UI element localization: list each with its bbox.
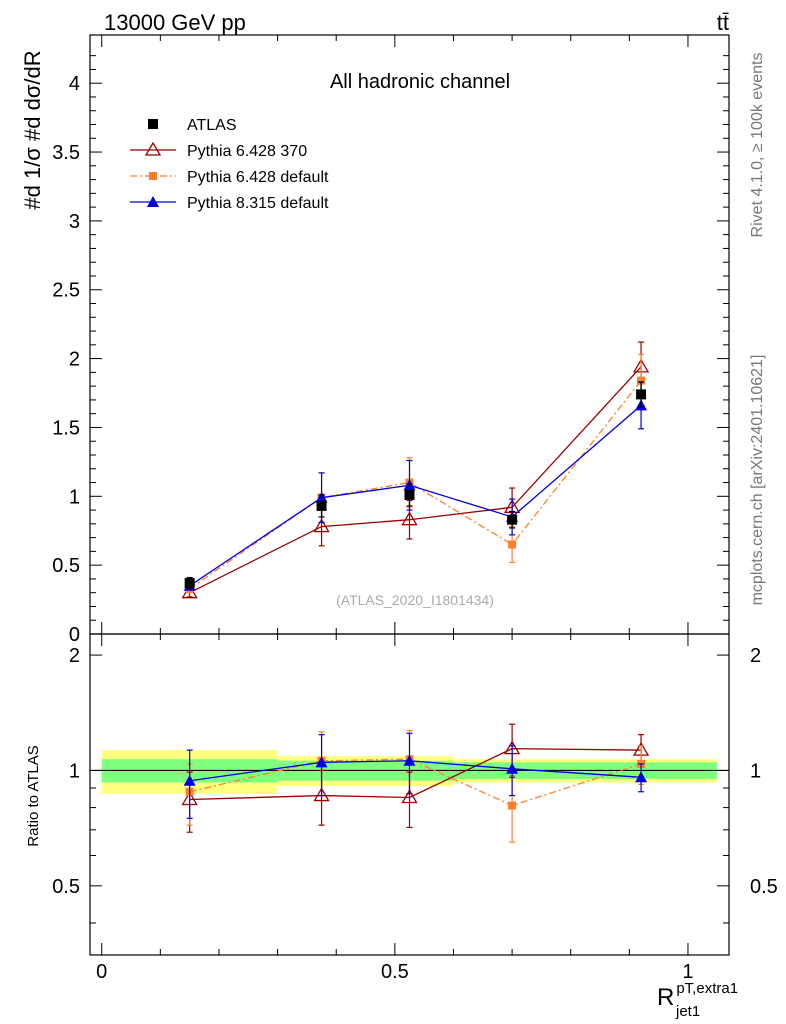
x-tick-label: 0 — [96, 961, 107, 983]
legend-marker-1 — [144, 141, 162, 156]
series-3-ratio-point — [315, 756, 328, 768]
axes-layer: 0 0.5 1 0 0.5 1 1.5 2 2.5 3 3.5 4 0.5 0.5 1 1 2 2 — [52, 34, 778, 983]
y-tick-label: 4 — [69, 73, 80, 95]
series-2-point — [508, 540, 517, 549]
process-label: tt̄ — [717, 10, 729, 35]
legend-marker-2 — [149, 172, 157, 180]
series-3-ratio-point — [635, 771, 648, 783]
y-tick-label: 3.5 — [52, 142, 80, 164]
legend-atlas-marker — [148, 119, 158, 129]
legend: ATLAS Pythia 6.428 370 Pythia 6.428 defaul… — [130, 117, 329, 212]
series-layer — [181, 341, 650, 843]
series-2-ratio-point — [508, 801, 517, 810]
rivet-version-label: Rivet 4.1.0, ≥ 100k events — [749, 53, 766, 238]
chart-title: All hadronic channel — [330, 71, 510, 93]
series-1-line — [189, 366, 642, 594]
legend-label-2: Pythia 6.428 default — [187, 169, 329, 186]
atlas-point — [316, 500, 327, 511]
y-tick-label: 2 — [69, 349, 80, 371]
ratio-y-tick-label-right: 1 — [750, 760, 761, 782]
legend-marker-3 — [147, 196, 159, 207]
x-axis-label-main: R — [657, 984, 674, 1011]
mcplots-credit: mcplots.cern.ch [arXiv:2401.10621] — [749, 355, 766, 606]
series-1-point — [401, 511, 418, 526]
series-3-ratio-point — [403, 754, 416, 766]
legend-label-1: Pythia 6.428 370 — [187, 143, 307, 160]
legend-label-3: Pythia 8.315 default — [187, 195, 329, 212]
series-1-ratio-point — [401, 789, 418, 804]
x-axis-label-sub: jet1 — [675, 1003, 700, 1020]
y-tick-label: 1.5 — [52, 417, 80, 439]
y-axis-label: #d 1/σ #d dσ/dR — [20, 50, 45, 209]
x-axis-label-sup: pT,extra1 — [676, 980, 738, 997]
atlas-point — [507, 514, 518, 525]
series-2-point — [637, 376, 646, 385]
atlas-point — [184, 578, 195, 589]
series-1-point — [313, 518, 330, 533]
y-tick-label: 2.5 — [52, 280, 80, 302]
series-3-ratio-point — [183, 774, 196, 786]
y-tick-label: 0 — [69, 624, 80, 646]
collision-header: 13000 GeV pp — [104, 10, 246, 35]
x-tick-label: 1 — [682, 961, 693, 983]
y-tick-label: 1 — [69, 486, 80, 508]
x-tick-label: 0.5 — [381, 961, 409, 983]
ratio-y-tick-label-right: 0.5 — [750, 876, 778, 898]
series-2-line — [189, 380, 642, 590]
y-tick-label: 0.5 — [52, 555, 80, 577]
ratio-y-tick-label: 0.5 — [52, 876, 80, 898]
ratio-y-tick-label-right: 2 — [750, 645, 761, 667]
analysis-tag: (ATLAS_2020_I1801434) — [336, 592, 494, 608]
series-1-ratio-point — [313, 787, 330, 802]
legend-atlas-label: ATLAS — [187, 117, 237, 134]
ratio-y-tick-label: 2 — [69, 645, 80, 667]
atlas-point — [404, 489, 415, 500]
y-tick-label: 3 — [69, 211, 80, 233]
series-2-ratio-line — [189, 758, 642, 807]
ratio-frame — [89, 633, 730, 956]
ratio-axis-label: Ratio to ATLAS — [25, 745, 42, 846]
atlas-data-layer — [184, 381, 647, 590]
ratio-y-tick-label: 1 — [69, 760, 80, 782]
main-frame — [89, 34, 730, 635]
series-3-ratio-point — [506, 762, 519, 774]
atlas-point — [636, 389, 647, 400]
